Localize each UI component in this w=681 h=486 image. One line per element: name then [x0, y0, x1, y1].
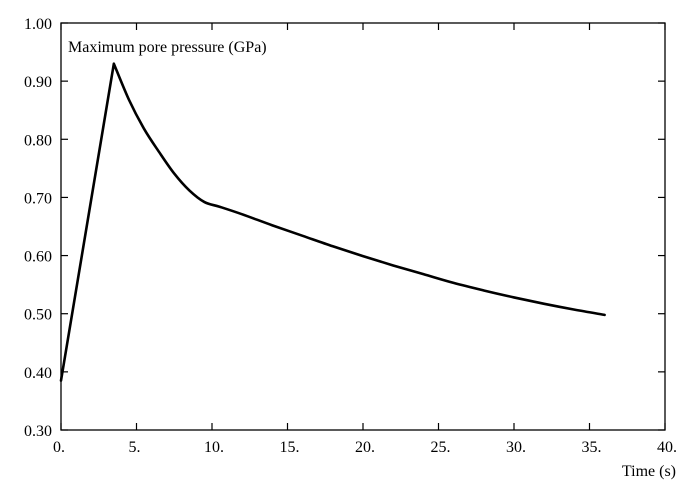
y-tick-label: 0.30 [24, 423, 52, 440]
y-tick-label: 0.90 [24, 74, 52, 91]
y-tick-label: 0.80 [24, 132, 52, 149]
x-tick-label: 20. [355, 439, 375, 456]
y-tick-label: 0.60 [24, 249, 52, 266]
y-tick-label: 0.50 [24, 307, 52, 324]
y-axis-title: Maximum pore pressure (GPa) [68, 39, 267, 56]
x-tick-label: 0. [53, 439, 65, 456]
x-axis-title: Time (s) [622, 463, 676, 480]
y-tick-label: 1.00 [24, 16, 52, 33]
x-tick-label: 15. [280, 439, 300, 456]
x-axis-ticks: 0. 5. 10. 15. 20. 25. 30. 35. 40. [53, 23, 677, 456]
plot-frame [60, 22, 666, 431]
y-tick-label: 0.70 [24, 190, 52, 207]
y-tick-label: 0.40 [24, 365, 52, 382]
x-tick-label: 35. [582, 439, 602, 456]
x-tick-label: 10. [204, 439, 224, 456]
y-axis-ticks: 0.30 0.40 0.50 0.60 0.70 0.80 0.90 1.00 [24, 16, 665, 440]
x-tick-label: 25. [431, 439, 451, 456]
x-tick-label: 5. [129, 439, 141, 456]
x-tick-label: 40. [657, 439, 677, 456]
x-tick-label: 30. [506, 439, 526, 456]
pore-pressure-line [59, 62, 606, 382]
